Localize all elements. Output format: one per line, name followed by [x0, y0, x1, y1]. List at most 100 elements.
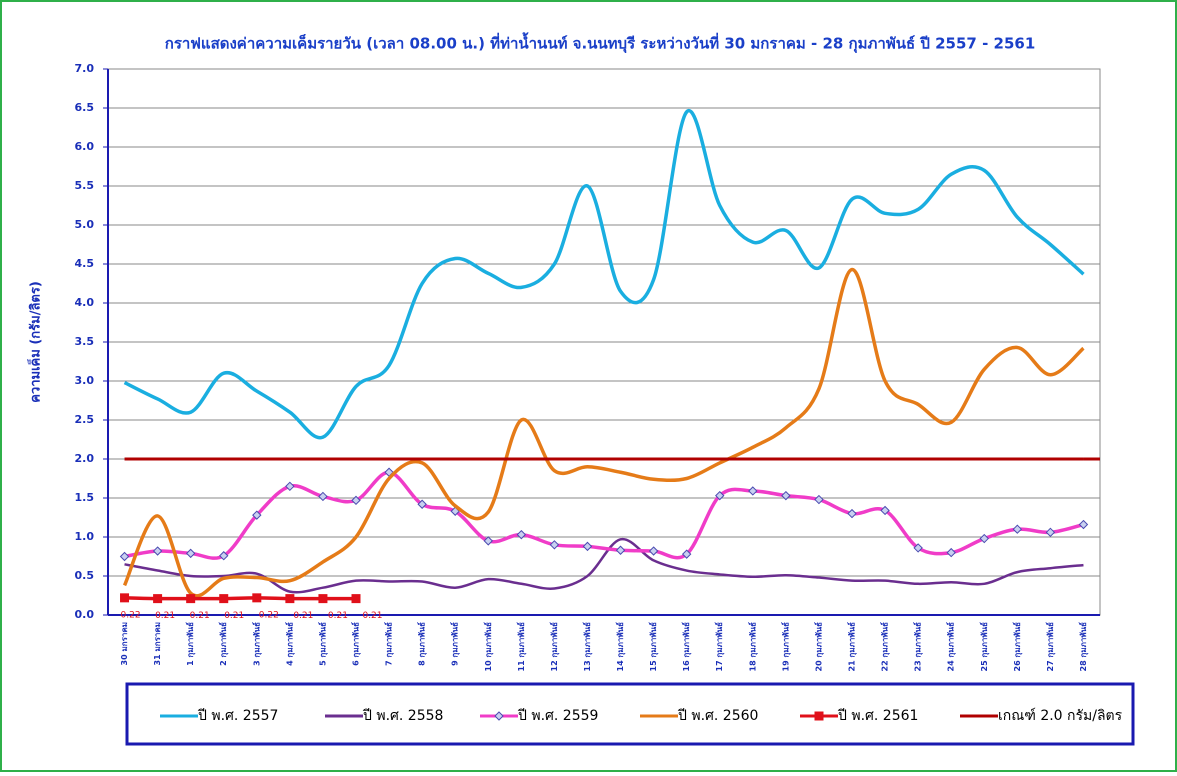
x-tick-label: 3 กุมภาพันธ์ [251, 622, 262, 666]
marker [1078, 519, 1089, 530]
marker [152, 546, 163, 556]
marker [185, 548, 196, 559]
y-tick-label: 3.0 [75, 374, 95, 387]
x-tick-label: 7 กุมภาพันธ์ [384, 622, 395, 666]
x-tick-label: 10 กุมภาพันธ์ [483, 622, 494, 672]
x-tick-label: 8 กุมภาพันธ์ [417, 622, 428, 666]
legend-label: ปี พ.ศ. 2561 [838, 708, 919, 724]
x-tick-label: 16 กุมภาพันธ์ [681, 622, 692, 672]
legend-label: เกณฑ์ 2.0 กรัม/ลิตร [998, 707, 1123, 724]
data-label: 0.21 [155, 611, 175, 621]
legend-label: ปี พ.ศ. 2558 [363, 708, 444, 724]
x-tick-label: 18 กุมภาพันธ์ [747, 622, 758, 672]
y-tick-label: 4.5 [75, 257, 95, 270]
legend-label: ปี พ.ศ. 2559 [518, 708, 599, 724]
marker [814, 494, 824, 505]
x-tick-label: 14 กุมภาพันธ์ [615, 622, 626, 672]
marker [681, 549, 692, 559]
x-tick-label: 9 กุมภาพันธ์ [450, 622, 461, 666]
marker [582, 541, 593, 552]
data-label: 0.21 [224, 611, 244, 621]
marker [219, 551, 229, 561]
x-tick-label: 22 กุมภาพันธ์ [880, 622, 891, 672]
y-tick-label: 0.5 [75, 569, 95, 582]
marker [880, 505, 890, 516]
y-tick-label: 7.0 [75, 62, 95, 75]
series-line [122, 267, 1085, 598]
x-tick-label: 13 กุมภาพันธ์ [582, 622, 593, 672]
x-tick-label: 24 กุมภาพันธ์ [946, 622, 957, 672]
marker [1045, 527, 1056, 538]
y-tick-label: 2.5 [75, 413, 95, 426]
marker [1012, 524, 1023, 534]
legend-label: ปี พ.ศ. 2560 [678, 708, 759, 724]
y-tick-label: 1.0 [75, 530, 95, 543]
marker [913, 543, 923, 553]
x-tick-label: 2 กุมภาพันธ์ [218, 622, 229, 666]
x-tick-label: 4 กุมภาพันธ์ [284, 622, 295, 666]
legend-box [125, 682, 1135, 746]
x-tick-label: 20 กุมภาพันธ์ [813, 622, 824, 672]
marker [285, 594, 295, 604]
marker [252, 593, 262, 603]
marker [715, 490, 725, 501]
y-tick-label: 3.5 [75, 335, 95, 348]
data-label: 0.21 [328, 611, 348, 621]
marker [748, 486, 758, 496]
legend-label: ปี พ.ศ. 2557 [198, 708, 279, 724]
marker [252, 510, 262, 520]
marker [847, 508, 857, 519]
marker [417, 499, 427, 509]
marker [318, 491, 328, 502]
marker [781, 490, 791, 501]
marker [285, 481, 295, 492]
x-tick-label: 19 กุมภาพันธ์ [780, 622, 791, 672]
marker [351, 594, 361, 604]
x-tick-label: 5 กุมภาพันธ์ [317, 622, 328, 666]
marker [648, 546, 659, 556]
marker [318, 594, 328, 604]
x-tick-label: 21 กุมภาพันธ์ [847, 622, 858, 672]
marker [946, 547, 956, 558]
y-tick-label: 0.0 [75, 608, 95, 621]
y-tick-label: 1.5 [75, 491, 95, 504]
x-tick-label: 15 กุมภาพันธ์ [648, 622, 659, 672]
y-tick-label: 6.0 [75, 140, 95, 153]
x-tick-label: 1 กุมภาพันธ์ [185, 622, 196, 666]
x-tick-label: 25 กุมภาพันธ์ [979, 622, 990, 672]
legend-marker [814, 711, 824, 721]
y-tick-label: 5.5 [75, 179, 95, 192]
x-tick-label: 28 กุมภาพันธ์ [1078, 622, 1089, 672]
data-label: 0.21 [362, 611, 382, 621]
x-tick-label: 31 มกราคม [153, 622, 162, 665]
x-tick-label: 23 กุมภาพันธ์ [913, 622, 924, 672]
x-tick-label: 26 กุมภาพันธ์ [1012, 622, 1023, 672]
x-tick-label: 11 กุมภาพันธ์ [516, 622, 527, 672]
marker [120, 593, 130, 603]
data-label: 0.22 [259, 610, 279, 620]
marker [615, 545, 626, 555]
data-label: 0.22 [121, 610, 141, 620]
x-tick-label: 6 กุมภาพันธ์ [351, 622, 362, 666]
y-tick-label: 6.5 [75, 101, 95, 114]
marker [219, 594, 229, 604]
marker [186, 594, 196, 604]
x-tick-label: 12 กุมภาพันธ์ [549, 622, 560, 672]
x-tick-label: 17 กุมภาพันธ์ [714, 622, 725, 672]
y-axis-label: ความเค็ม (กรัม/ลิตร) [26, 281, 44, 403]
marker [351, 495, 361, 506]
marker [516, 529, 527, 540]
chart-title: กราฟแสดงค่าความเค็มรายวัน (เวลา 08.00 น.… [165, 32, 1036, 54]
marker [979, 533, 989, 544]
legend-marker [494, 711, 504, 721]
marker [549, 540, 560, 550]
marker [483, 536, 493, 546]
x-tick-label: 27 กุมภาพันธ์ [1045, 622, 1056, 672]
data-label: 0.21 [190, 611, 210, 621]
y-tick-label: 4.0 [75, 296, 95, 309]
x-tick-label: 30 มกราคม [120, 622, 129, 665]
marker [119, 551, 130, 562]
y-tick-label: 2.0 [75, 452, 95, 465]
